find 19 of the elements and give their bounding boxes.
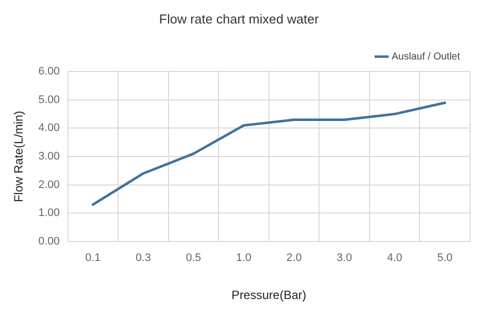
x-tick-label: 0.5 <box>186 252 202 264</box>
y-tick-label: 3.00 <box>38 150 60 163</box>
x-tick-label: 0.3 <box>136 252 151 264</box>
x-tick-label: 2.0 <box>286 252 302 264</box>
x-tick-label: 0.1 <box>85 252 101 264</box>
x-tick-label: 4.0 <box>386 252 402 264</box>
y-tick-label: 0.00 <box>38 235 60 248</box>
x-tick-label: 1.0 <box>236 252 252 264</box>
y-tick-label: 2.00 <box>38 178 60 191</box>
chart-title: Flow rate chart mixed water <box>159 11 320 26</box>
y-tick-label: 6.00 <box>38 66 60 78</box>
x-axis-title: Pressure(Bar) <box>232 288 306 302</box>
legend-label: Auslauf / Outlet <box>392 51 460 62</box>
y-axis-title: Flow Rate(L/min) <box>12 110 26 202</box>
x-tick-label: 5.0 <box>437 252 453 264</box>
y-tick-label: 1.00 <box>38 207 60 220</box>
y-tick-label: 4.00 <box>38 122 60 134</box>
x-tick-label: 3.0 <box>336 252 352 264</box>
y-tick-label: 5.00 <box>38 94 60 106</box>
